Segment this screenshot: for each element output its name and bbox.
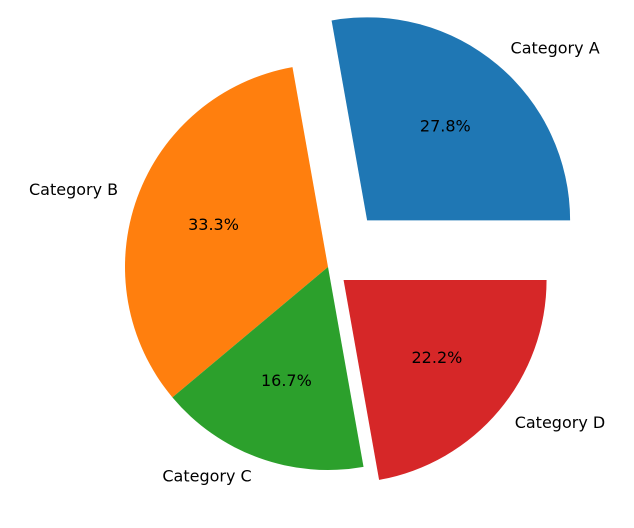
pct-label: 27.8% bbox=[420, 116, 471, 135]
slice-label: Category D bbox=[515, 413, 606, 432]
slice-label: Category A bbox=[511, 39, 600, 58]
slice-label: Category B bbox=[29, 180, 118, 199]
pct-label: 22.2% bbox=[412, 348, 463, 367]
slice-label: Category C bbox=[162, 466, 251, 485]
pie-slice bbox=[125, 67, 328, 398]
pie-slice bbox=[343, 280, 547, 480]
pct-label: 16.7% bbox=[261, 371, 312, 390]
pie-slice bbox=[331, 17, 571, 221]
pct-label: 33.3% bbox=[188, 215, 239, 234]
pie-slice bbox=[172, 267, 364, 470]
